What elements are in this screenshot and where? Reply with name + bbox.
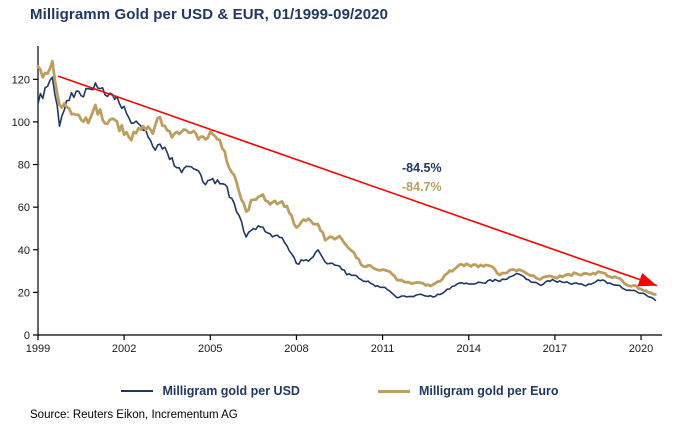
svg-text:120: 120 bbox=[12, 74, 30, 86]
svg-text:20: 20 bbox=[18, 287, 30, 299]
svg-text:0: 0 bbox=[24, 330, 30, 342]
svg-text:2020: 2020 bbox=[629, 343, 653, 355]
source-caption: Source: Reuters Eikon, Incrementum AG bbox=[30, 409, 238, 421]
legend-label-usd: Milligram gold per USD bbox=[162, 384, 300, 398]
chart-title: Milligramm Gold per USD & EUR, 01/1999-0… bbox=[30, 6, 389, 23]
svg-text:2002: 2002 bbox=[112, 343, 136, 355]
svg-text:60: 60 bbox=[18, 202, 30, 214]
svg-text:40: 40 bbox=[18, 245, 30, 257]
legend-item-eur: Milligram gold per Euro bbox=[377, 384, 559, 398]
usd-decline-annotation: -84.5% bbox=[402, 161, 442, 175]
svg-text:2014: 2014 bbox=[456, 343, 480, 355]
svg-text:1999: 1999 bbox=[26, 343, 50, 355]
svg-text:2011: 2011 bbox=[371, 343, 395, 355]
svg-text:80: 80 bbox=[18, 160, 30, 172]
usd-line-swatch bbox=[121, 390, 154, 392]
eur-line-swatch bbox=[377, 389, 410, 393]
chart-legend: Milligram gold per USD Milligram gold pe… bbox=[0, 384, 680, 398]
legend-item-usd: Milligram gold per USD bbox=[121, 384, 300, 398]
svg-text:2008: 2008 bbox=[284, 343, 308, 355]
svg-text:2005: 2005 bbox=[198, 343, 222, 355]
svg-text:100: 100 bbox=[12, 117, 30, 129]
eur-decline-annotation: -84.7% bbox=[402, 180, 442, 194]
svg-text:2017: 2017 bbox=[543, 343, 567, 355]
legend-label-eur: Milligram gold per Euro bbox=[418, 384, 559, 398]
